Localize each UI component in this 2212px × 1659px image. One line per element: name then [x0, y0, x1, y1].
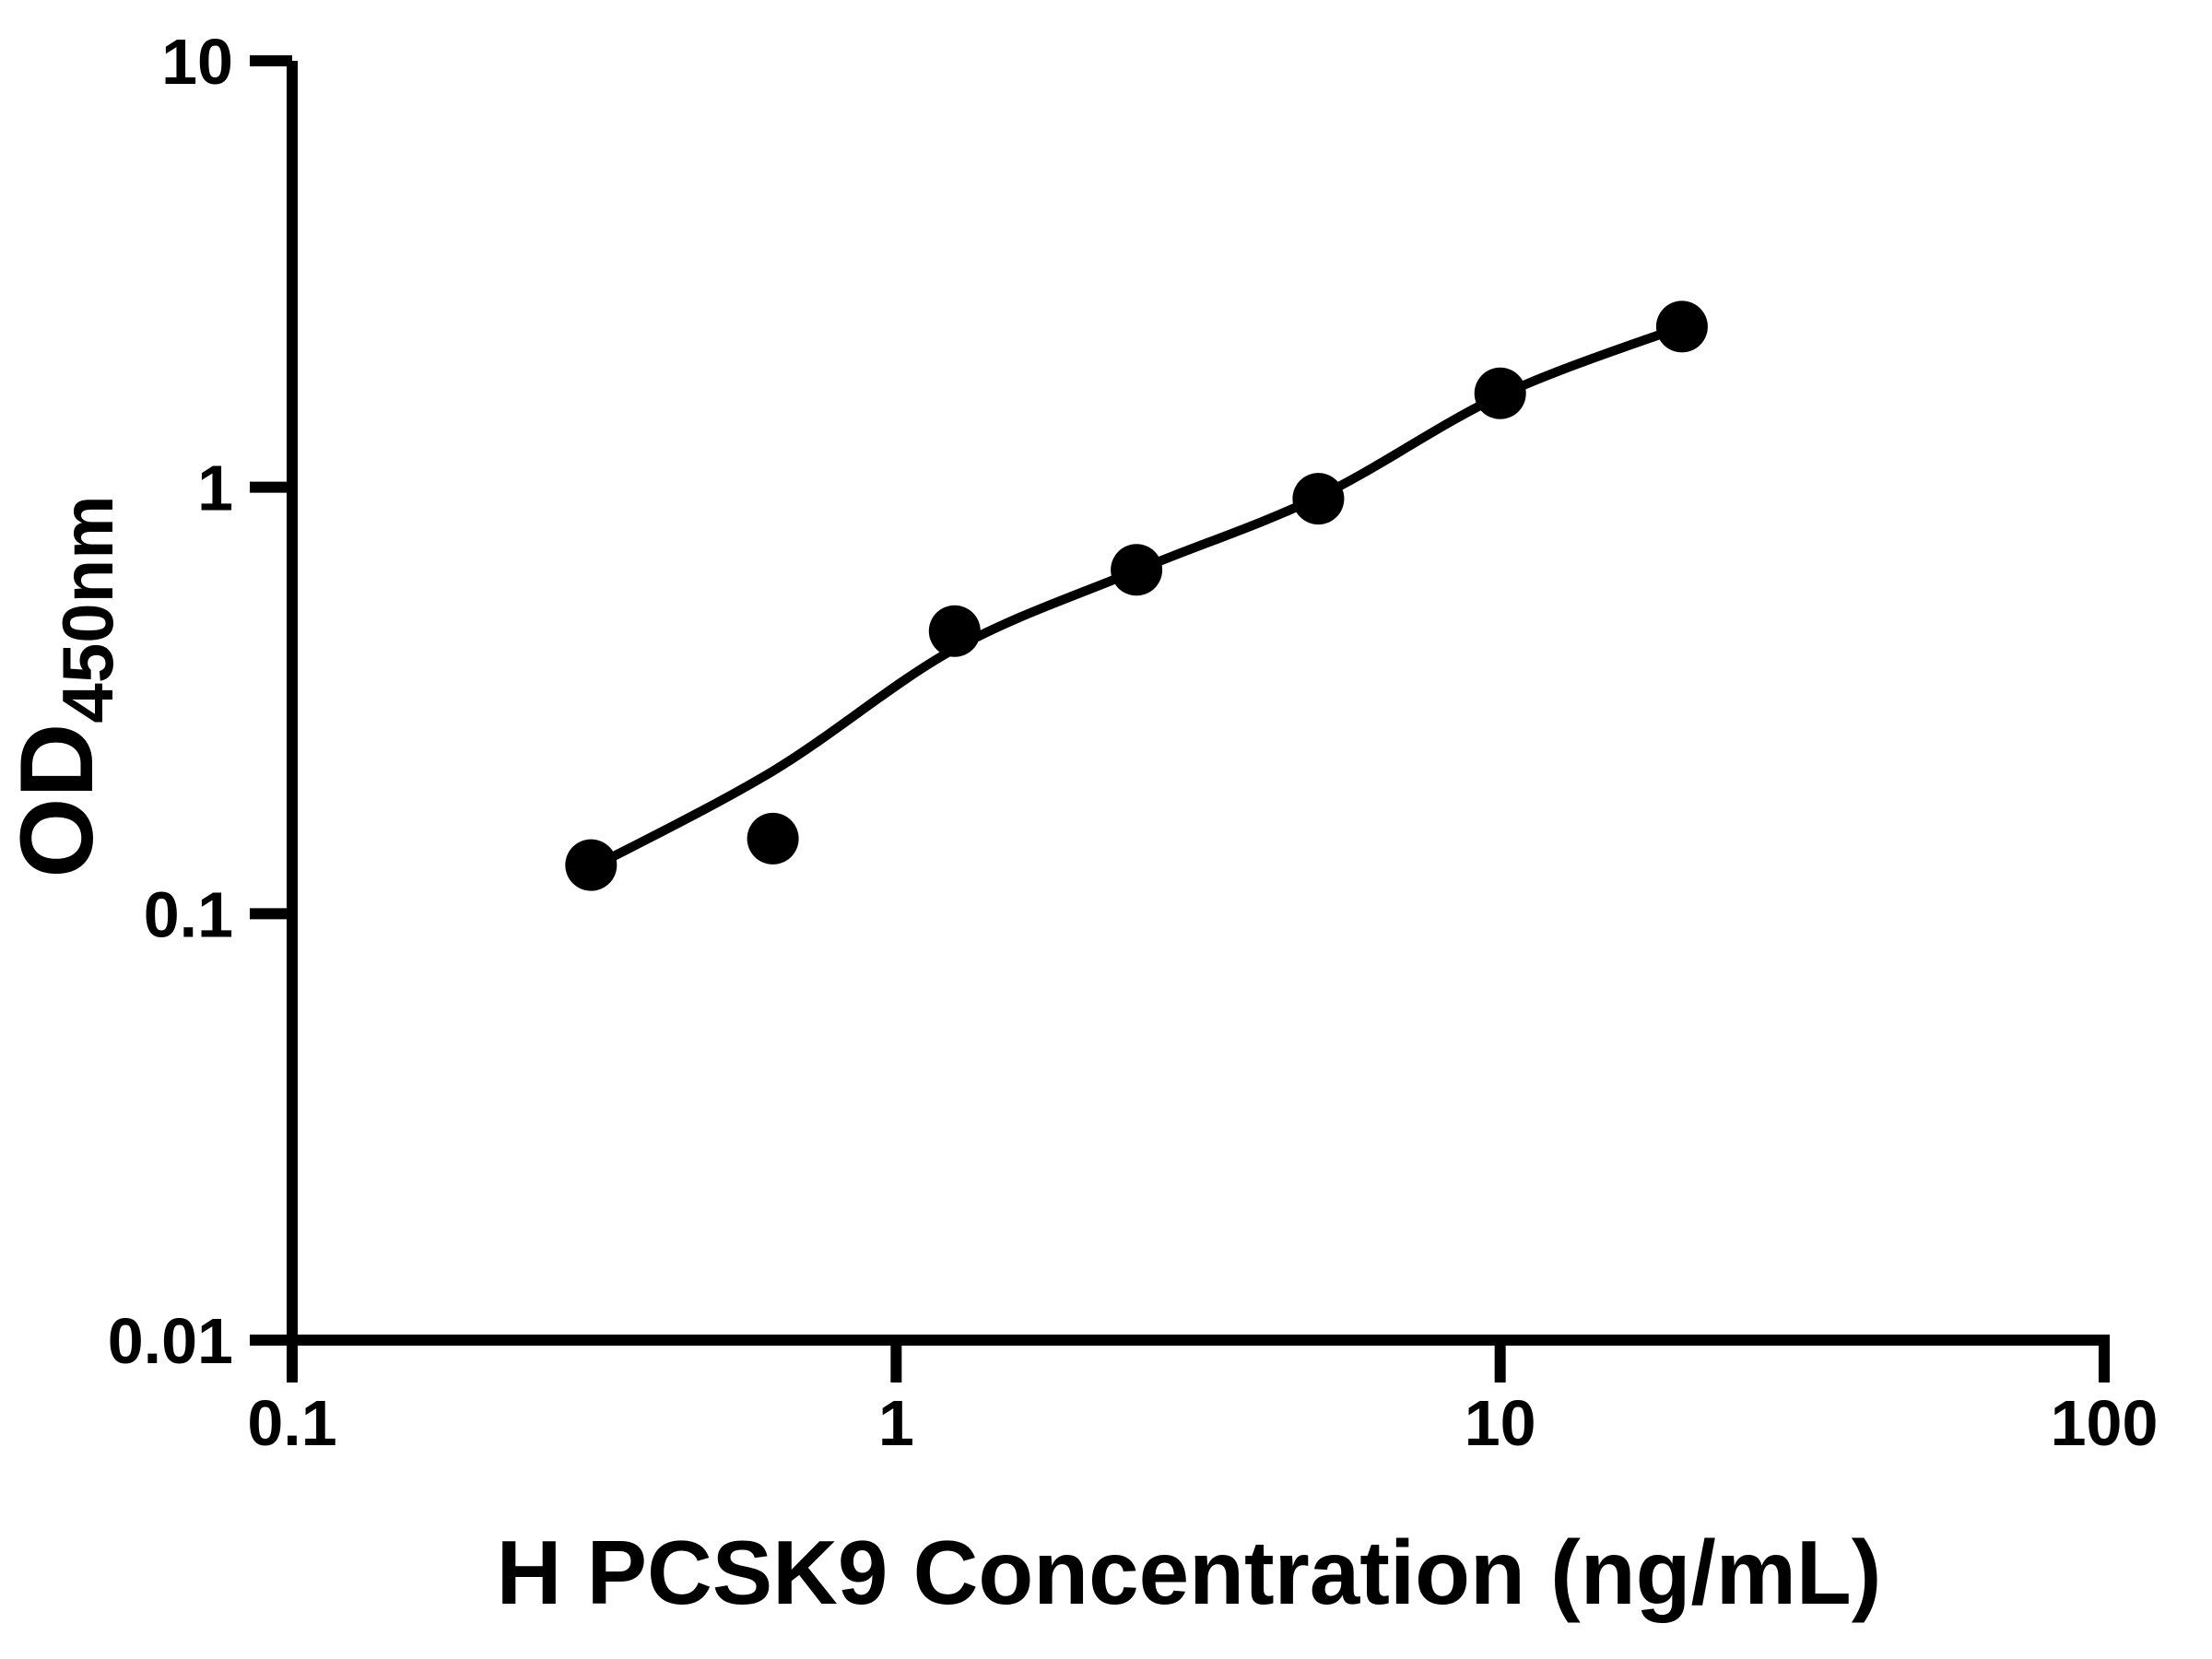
x-tick-label: 0.1: [247, 1387, 336, 1459]
data-point: [565, 839, 618, 891]
data-point: [747, 812, 799, 865]
y-axis-ticks: [250, 55, 292, 1346]
y-axis-title: OD450nm: [0, 495, 128, 877]
y-axis-title-main: OD: [0, 724, 114, 878]
x-tick-label: 100: [2051, 1387, 2159, 1459]
y-tick-label: 0.01: [108, 1305, 233, 1377]
y-tick-label: 1: [197, 453, 233, 524]
x-tick-label: 1: [878, 1387, 914, 1459]
y-axis-tick-labels: 0.01 0.1 1 10: [108, 26, 233, 1377]
axes: [287, 61, 2110, 1346]
data-point: [1655, 300, 1708, 353]
plot-area: [565, 300, 1708, 891]
data-point: [1111, 544, 1163, 596]
y-tick-label: 0.1: [144, 878, 233, 950]
x-tick-label: 10: [1465, 1387, 1536, 1459]
data-point: [1292, 473, 1345, 525]
x-axis-title: H PCSK9 Concentration (ng/mL): [497, 1522, 1882, 1623]
data-points: [565, 300, 1708, 891]
data-point: [928, 605, 981, 657]
y-tick-label: 10: [161, 26, 233, 98]
data-point: [1474, 367, 1526, 419]
y-axis-title-subscript: 450nm: [47, 495, 128, 723]
x-axis-ticks: [287, 1340, 2110, 1382]
x-axis-tick-labels: 0.1 1 10 100: [247, 1387, 2158, 1459]
